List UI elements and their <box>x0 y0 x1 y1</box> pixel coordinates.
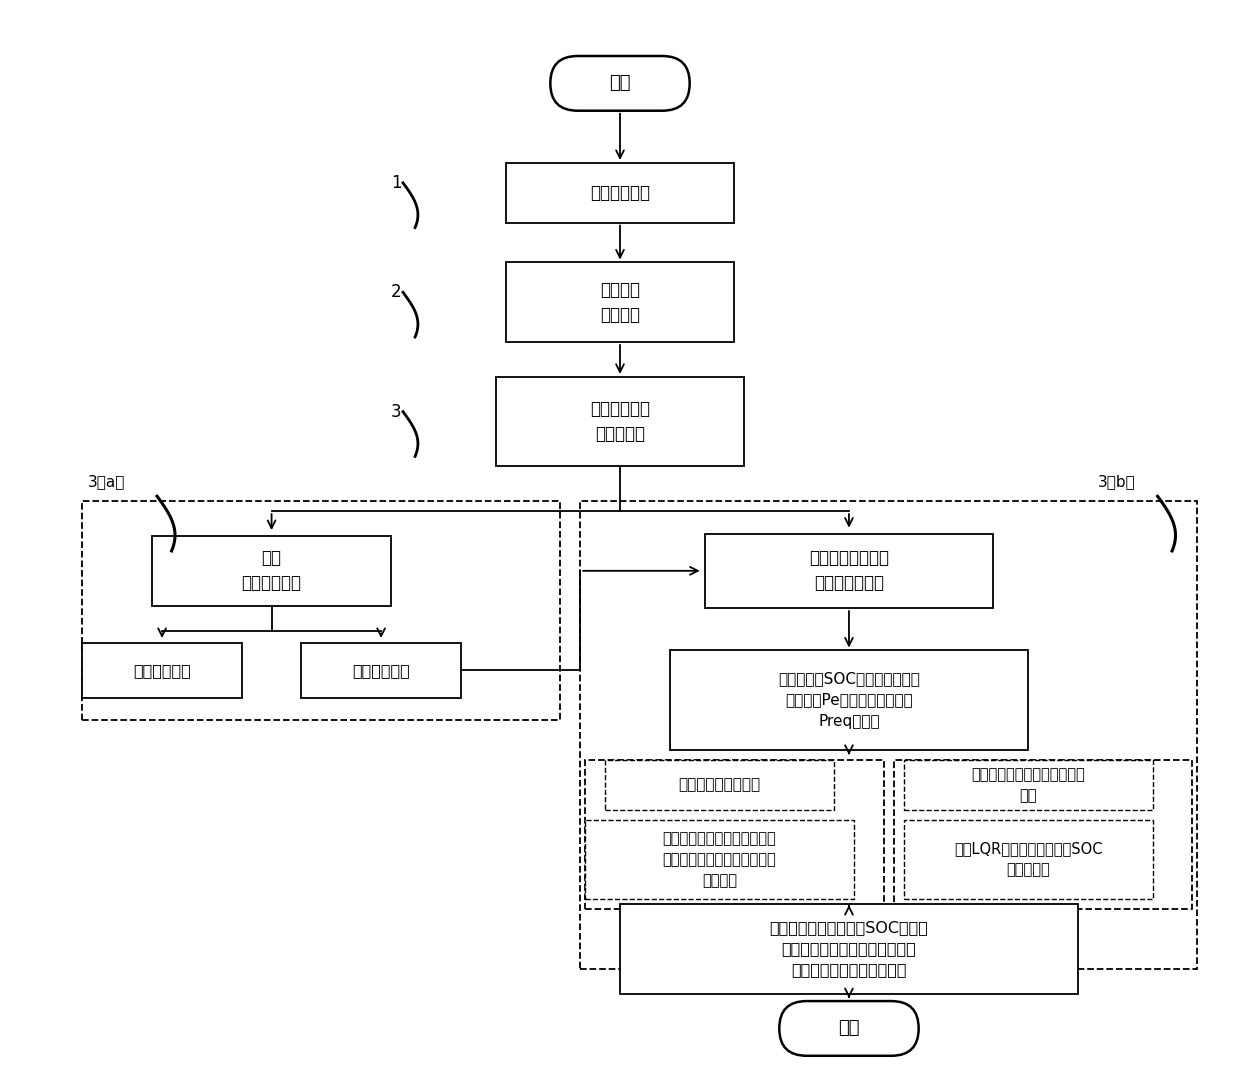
Text: 混合工作模式: 混合工作模式 <box>352 663 410 678</box>
FancyBboxPatch shape <box>904 819 1153 899</box>
Text: 细化
最优控制模式: 细化 最优控制模式 <box>242 549 301 592</box>
FancyBboxPatch shape <box>496 377 744 466</box>
FancyBboxPatch shape <box>670 650 1028 750</box>
FancyBboxPatch shape <box>704 533 993 608</box>
FancyBboxPatch shape <box>904 759 1153 810</box>
Bar <box>82 501 560 720</box>
FancyBboxPatch shape <box>82 643 242 697</box>
Text: 推导折算因子表达式: 推导折算因子表达式 <box>678 778 760 793</box>
Bar <box>894 759 1193 909</box>
Bar <box>580 501 1198 969</box>
Text: 抽象行驶
工况特征: 抽象行驶 工况特征 <box>600 281 640 323</box>
Text: 单一工作模式: 单一工作模式 <box>133 663 191 678</box>
Text: 1: 1 <box>391 174 402 192</box>
FancyBboxPatch shape <box>605 759 835 810</box>
FancyBboxPatch shape <box>585 819 854 899</box>
Text: 建立蓄能器SOC的变化与发动机
输出功珇Pe及驾驶员需求功珇
Preq的关系: 建立蓄能器SOC的变化与发动机 输出功珇Pe及驾驶员需求功珇 Preq的关系 <box>777 672 920 728</box>
FancyBboxPatch shape <box>506 163 734 223</box>
Text: 开始: 开始 <box>609 74 631 92</box>
Text: 在最优层中进
行细化控制: 在最优层中进 行细化控制 <box>590 401 650 443</box>
Text: 结束: 结束 <box>838 1020 859 1038</box>
Text: 建立液压轮毂系统的空间状态
方程: 建立液压轮毂系统的空间状态 方程 <box>971 767 1085 802</box>
FancyBboxPatch shape <box>779 1001 919 1056</box>
Text: 3: 3 <box>391 403 402 421</box>
FancyBboxPatch shape <box>506 262 734 342</box>
Text: 划分工作模式: 划分工作模式 <box>590 184 650 201</box>
Text: 针对混合工作模式
推导最优控制量: 针对混合工作模式 推导最优控制量 <box>808 549 889 592</box>
Text: 将得到的系统跟踪目标SOC最优控
制器作用于混合工作模式，使系
统达到高平均综合传动效率: 将得到的系统跟踪目标SOC最优控 制器作用于混合工作模式，使系 统达到高平均综合… <box>770 920 929 978</box>
FancyBboxPatch shape <box>551 56 689 110</box>
Bar <box>585 759 884 909</box>
Text: 采用LQR调节器实现蓄能器SOC
的跟踪控制: 采用LQR调节器实现蓄能器SOC 的跟踪控制 <box>954 842 1102 877</box>
FancyBboxPatch shape <box>620 904 1078 994</box>
Text: 3（b）: 3（b） <box>1097 474 1136 489</box>
Text: 3（a）: 3（a） <box>87 474 125 489</box>
FancyBboxPatch shape <box>301 643 461 697</box>
FancyBboxPatch shape <box>153 536 391 605</box>
Text: 根据庞特里亚金极小值原理推
导最优控制量，并根据黎卡提
方程求解: 根据庞特里亚金极小值原理推 导最优控制量，并根据黎卡提 方程求解 <box>662 831 776 888</box>
Text: 2: 2 <box>391 283 402 301</box>
